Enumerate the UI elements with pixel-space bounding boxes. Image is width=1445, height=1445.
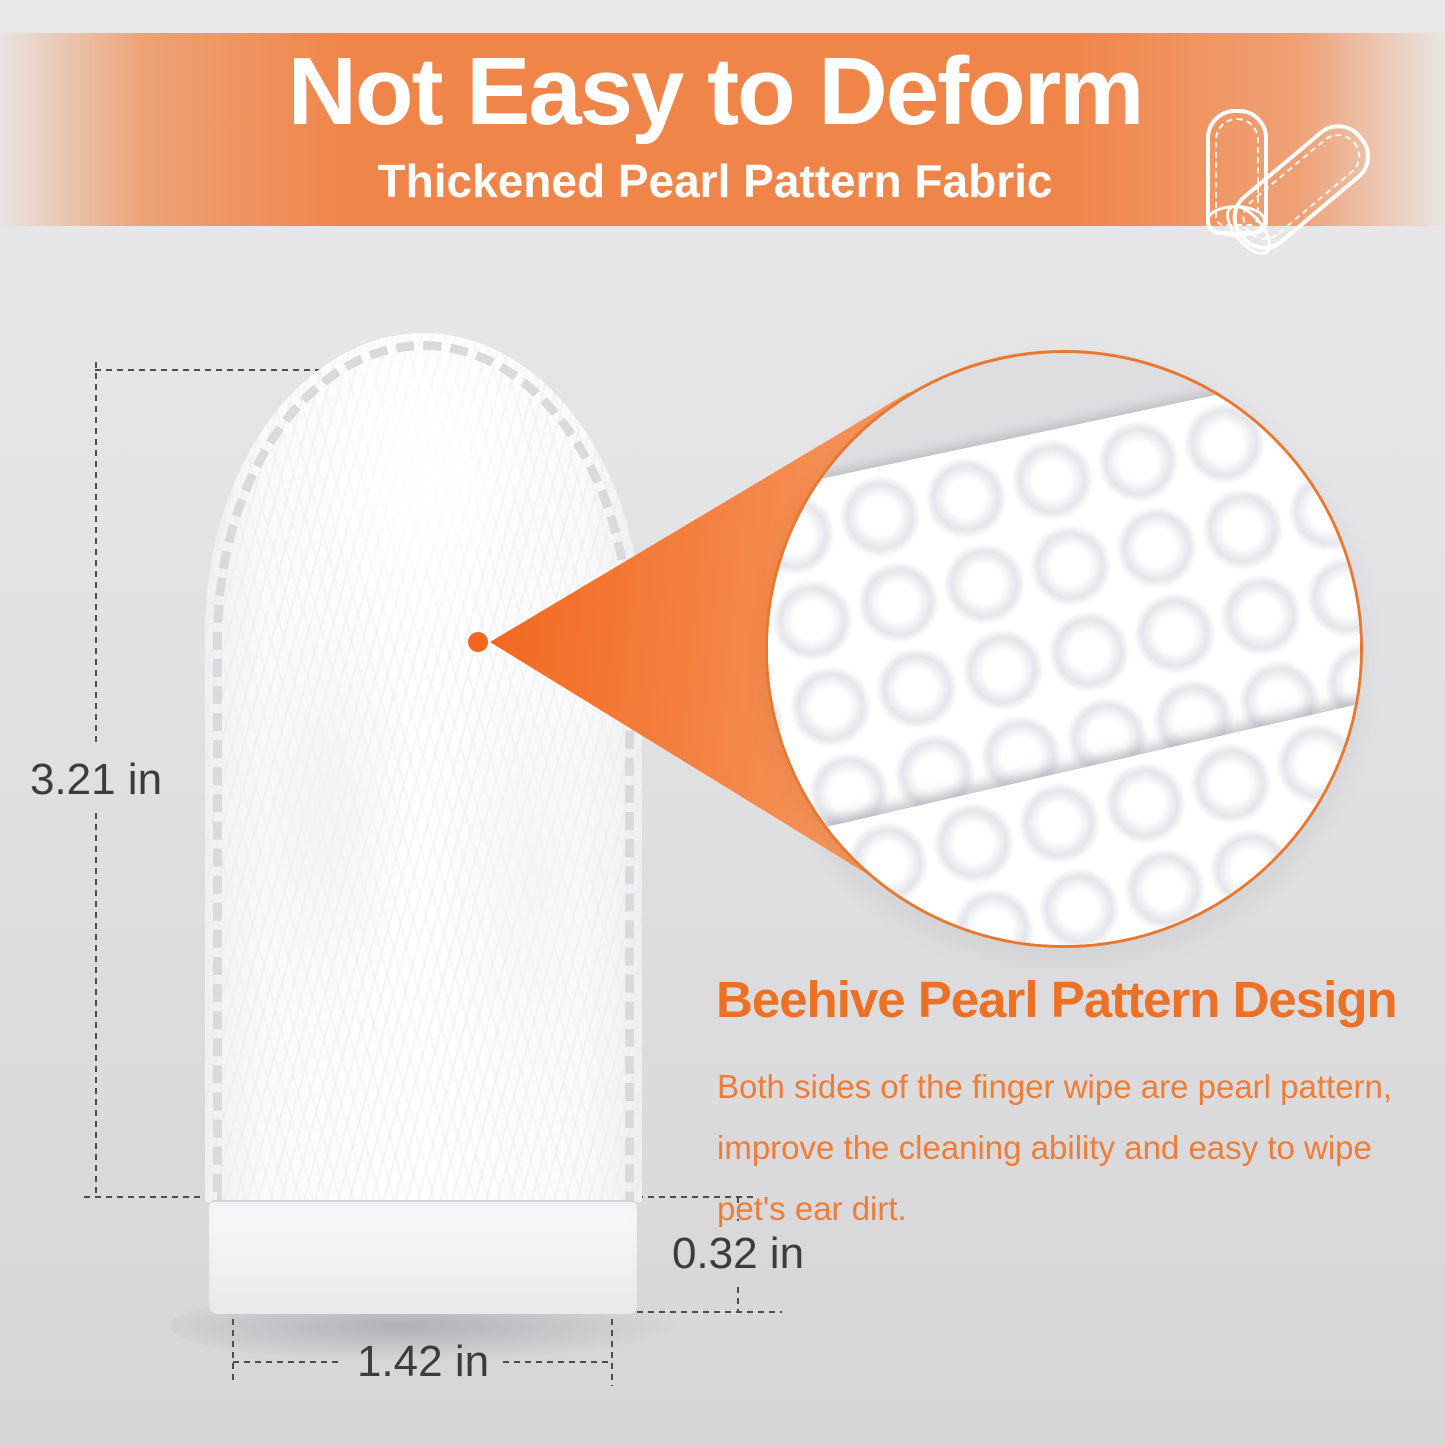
dim-height-bracket: 3.21 in bbox=[15, 362, 177, 1198]
dim-cuff-bracket: 0.32 in bbox=[652, 1197, 824, 1311]
callout-heading: Beehive Pearl Pattern Design bbox=[716, 971, 1398, 1028]
banner-title: Not Easy to Deform bbox=[287, 38, 1145, 145]
callout-body-line: improve the cleaning ability and easy to… bbox=[717, 1129, 1372, 1166]
dim-line bbox=[503, 1361, 614, 1363]
dim-cuff-top-line bbox=[637, 1196, 757, 1198]
dim-width-bracket: 1.42 in bbox=[233, 1332, 614, 1392]
header-banner: Not Easy to Deform Thickened Pearl Patte… bbox=[0, 33, 1445, 263]
dim-line bbox=[737, 1287, 739, 1311]
dim-line bbox=[95, 362, 97, 747]
callout-body-line: Both sides of the finger wipe are pearl … bbox=[717, 1068, 1393, 1105]
dim-line bbox=[737, 1197, 739, 1221]
dim-cuff-label: 0.32 in bbox=[671, 1229, 805, 1278]
dim-line bbox=[95, 813, 97, 1198]
banner-subtitle: Thickened Pearl Pattern Fabric bbox=[377, 155, 1053, 207]
magnifier-circle bbox=[765, 350, 1363, 948]
finger-wipes-icon bbox=[1195, 103, 1382, 263]
dim-height-label: 3.21 in bbox=[29, 755, 163, 804]
callout-body-line: pet's ear dirt. bbox=[717, 1190, 907, 1227]
finger-wipe-product bbox=[205, 333, 642, 1202]
dim-cuff-bottom-line bbox=[637, 1311, 782, 1313]
magnifier-anchor-dot bbox=[468, 632, 488, 652]
dim-width-label: 1.42 in bbox=[356, 1337, 490, 1386]
banner-text-block: Not Easy to Deform Thickened Pearl Patte… bbox=[0, 38, 1430, 207]
dim-height-bottom-line bbox=[84, 1196, 208, 1198]
serrated-stitch-edge bbox=[213, 341, 634, 1202]
finger-wipe-opening-ellipse bbox=[1206, 205, 1266, 237]
dim-line bbox=[233, 1361, 343, 1363]
dim-height-top-line bbox=[95, 369, 425, 371]
finger-wipe-cuff bbox=[209, 1200, 637, 1314]
callout-body: Both sides of the finger wipe are pearl … bbox=[717, 1056, 1445, 1239]
